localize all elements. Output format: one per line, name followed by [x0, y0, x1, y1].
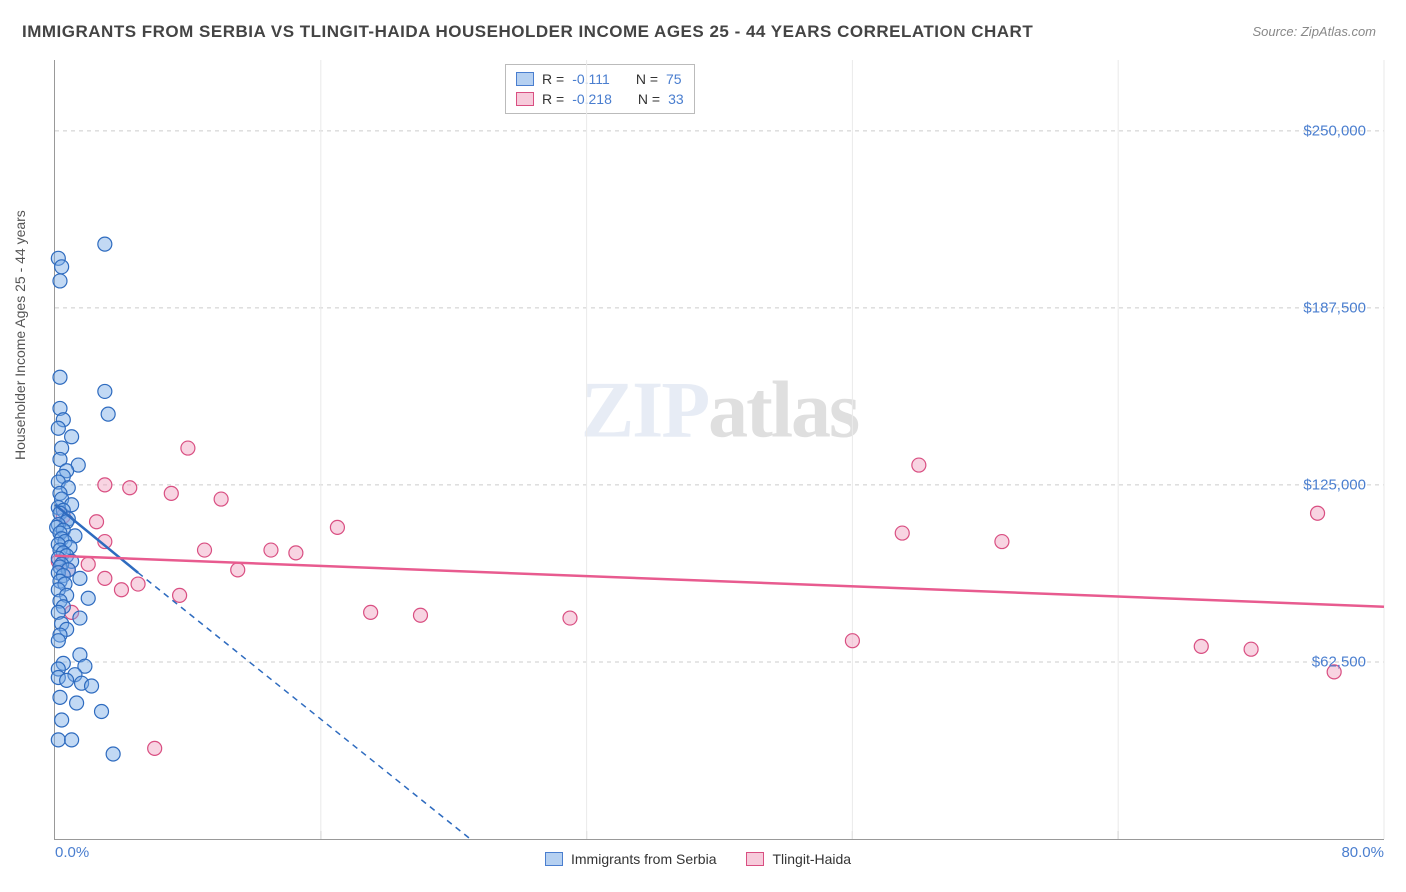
y-tick-label: $187,500	[1303, 299, 1366, 316]
y-tick-label: $125,000	[1303, 476, 1366, 493]
plot-area: ZIPatlas R = -0.111 N = 75 R = -0.218 N …	[54, 60, 1384, 840]
y-tick-label: $62,500	[1312, 653, 1366, 670]
y-tick-label: $250,000	[1303, 122, 1366, 139]
chart-container: IMMIGRANTS FROM SERBIA VS TLINGIT-HAIDA …	[0, 0, 1406, 892]
source-label: Source: ZipAtlas.com	[1252, 24, 1376, 39]
x-tick-min: 0.0%	[55, 844, 89, 861]
swatch-pink-2	[746, 852, 764, 866]
x-tick-max: 80.0%	[1341, 844, 1384, 861]
legend-item-blue: Immigrants from Serbia	[545, 851, 716, 867]
swatch-blue-2	[545, 852, 563, 866]
y-axis-label: Householder Income Ages 25 - 44 years	[12, 210, 28, 460]
scatter-svg	[55, 60, 1384, 839]
series-label-pink: Tlingit-Haida	[772, 851, 851, 867]
chart-title: IMMIGRANTS FROM SERBIA VS TLINGIT-HAIDA …	[22, 22, 1033, 42]
series-legend: Immigrants from Serbia Tlingit-Haida	[545, 851, 851, 867]
legend-item-pink: Tlingit-Haida	[746, 851, 851, 867]
series-label-blue: Immigrants from Serbia	[571, 851, 716, 867]
